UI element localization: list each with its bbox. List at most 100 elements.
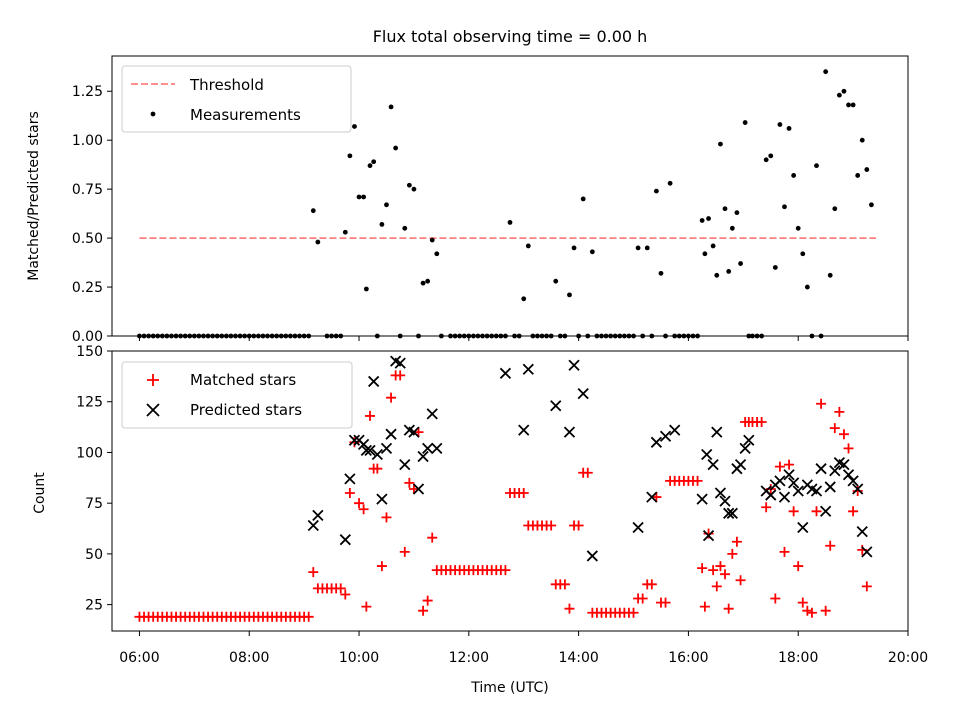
measurement-point [841, 88, 847, 94]
predicted-stars-point [586, 550, 598, 562]
predicted-stars-point [632, 521, 644, 534]
matched-stars-point [660, 597, 671, 608]
predicted-stars-point [838, 458, 850, 471]
bottom-legend-box [121, 361, 353, 429]
predicted-stars-point [815, 463, 827, 475]
top-legend-box [121, 65, 352, 133]
top-y-axis: 0.00 0.25 0.50 0.75 1.00 1.25 [72, 84, 112, 345]
measurements-legend-swatch [150, 111, 156, 117]
matched-stars-point [793, 561, 804, 572]
measurement-point [567, 292, 572, 298]
bottom-y-tick-label: 100 [76, 445, 103, 461]
measurement-point [836, 92, 842, 98]
matched-stars-point [816, 398, 827, 409]
predicted-stars-point [380, 442, 393, 455]
matched-stars-point [354, 498, 365, 509]
predicted-stars-point [339, 534, 351, 546]
bottom-x-axis: 06:00 08:00 10:00 12:00 14:00 16:00 18:00 20:00 [119, 631, 928, 666]
matched-stars-point [703, 528, 714, 539]
measurement-point [310, 208, 316, 214]
predicted-stars-point [810, 485, 823, 497]
bottom-plot-area [134, 355, 873, 622]
matched-stars-point [500, 565, 511, 576]
measurement-point [388, 104, 394, 110]
measurement-point [571, 245, 577, 251]
measurement-point [706, 216, 711, 221]
matched-stars-point [697, 563, 708, 574]
measurement-point [315, 239, 321, 245]
predicted-stars-point [719, 495, 731, 507]
predicted-stars-point [577, 387, 589, 400]
measurement-point [425, 278, 431, 284]
measurement-point [718, 141, 723, 147]
measurement-point [580, 196, 586, 202]
matched-stars-point [559, 579, 570, 590]
measurement-point [827, 272, 833, 278]
matched-stars-point [727, 548, 738, 559]
measurement-point [371, 159, 377, 165]
measurement-point [804, 284, 810, 290]
measurement-point [521, 296, 527, 302]
measurement-point [738, 261, 743, 266]
predicted-stars-point [499, 367, 512, 379]
x-tick-label: 18:00 [778, 650, 818, 666]
measurement-point [710, 243, 716, 249]
measurement-point [429, 237, 435, 243]
predicted-stars-point [312, 509, 324, 521]
predicted-stars-point [307, 519, 319, 532]
bottom-y-tick-label: 125 [76, 395, 103, 411]
predicted-stars-point [824, 481, 836, 493]
predicted-stars-point [787, 477, 800, 489]
measurement-point [800, 251, 806, 257]
x-axis-label: Time (UTC) [470, 680, 548, 696]
predicted-stars-point [707, 458, 719, 471]
matched-stars-point [779, 546, 790, 557]
top-y-axis-label: Matched/Predicted stars [26, 111, 42, 281]
matched-stars-point [573, 520, 584, 531]
matched-legend-swatch [147, 374, 159, 386]
measurement-point [347, 153, 353, 159]
matched-stars-point [692, 475, 703, 486]
measurement-point [589, 249, 595, 255]
matched-stars-point [770, 593, 781, 604]
predicted-stars-point [696, 493, 708, 505]
matched-stars-point [811, 506, 822, 517]
measurement-point [791, 173, 797, 178]
top-y-tick-label: 0.50 [72, 231, 103, 247]
predicted-stars-point [518, 424, 530, 436]
matched-stars-point [427, 532, 438, 543]
measurement-point [742, 120, 748, 125]
predicted-stars-point [847, 475, 859, 487]
predicted-stars-point [852, 483, 864, 495]
chart-title: Flux total observing time = 0.00 h [373, 27, 648, 46]
measurement-point [702, 251, 708, 257]
measurement-point [356, 194, 362, 200]
matched-stars-point [386, 392, 397, 403]
measurement-point [553, 278, 559, 284]
bottom-panel: 25 50 75 100 125 150 06:00 08:00 10:00 12:00 14:0… [32, 344, 928, 696]
measurement-point [763, 157, 769, 163]
matched-stars-point [720, 569, 731, 580]
predicted-stars-point [426, 408, 438, 420]
bottom-y-tick-label: 50 [85, 547, 103, 563]
measurement-point [869, 202, 874, 208]
predicted-stars-point [550, 400, 562, 412]
matched-stars-point [774, 461, 785, 472]
predicted-stars-point [650, 436, 663, 448]
measurement-point [782, 204, 787, 210]
predicted-stars-point [659, 430, 672, 442]
predicted-stars-point [783, 469, 795, 481]
measurement-point [644, 245, 650, 251]
matched-stars-point [422, 595, 433, 606]
predicted-stars-point [714, 487, 727, 499]
matched-stars-point [404, 477, 415, 488]
predicted-stars-point [646, 491, 658, 503]
predicted-stars-point [701, 448, 713, 461]
predicted-stars-point [368, 375, 380, 388]
predicted-stars-point [522, 363, 534, 375]
measurement-point [850, 102, 856, 108]
predicted-stars-point [568, 359, 580, 371]
predicted-stars-point [856, 525, 868, 538]
bottom-y-axis-label: Count [32, 472, 48, 514]
